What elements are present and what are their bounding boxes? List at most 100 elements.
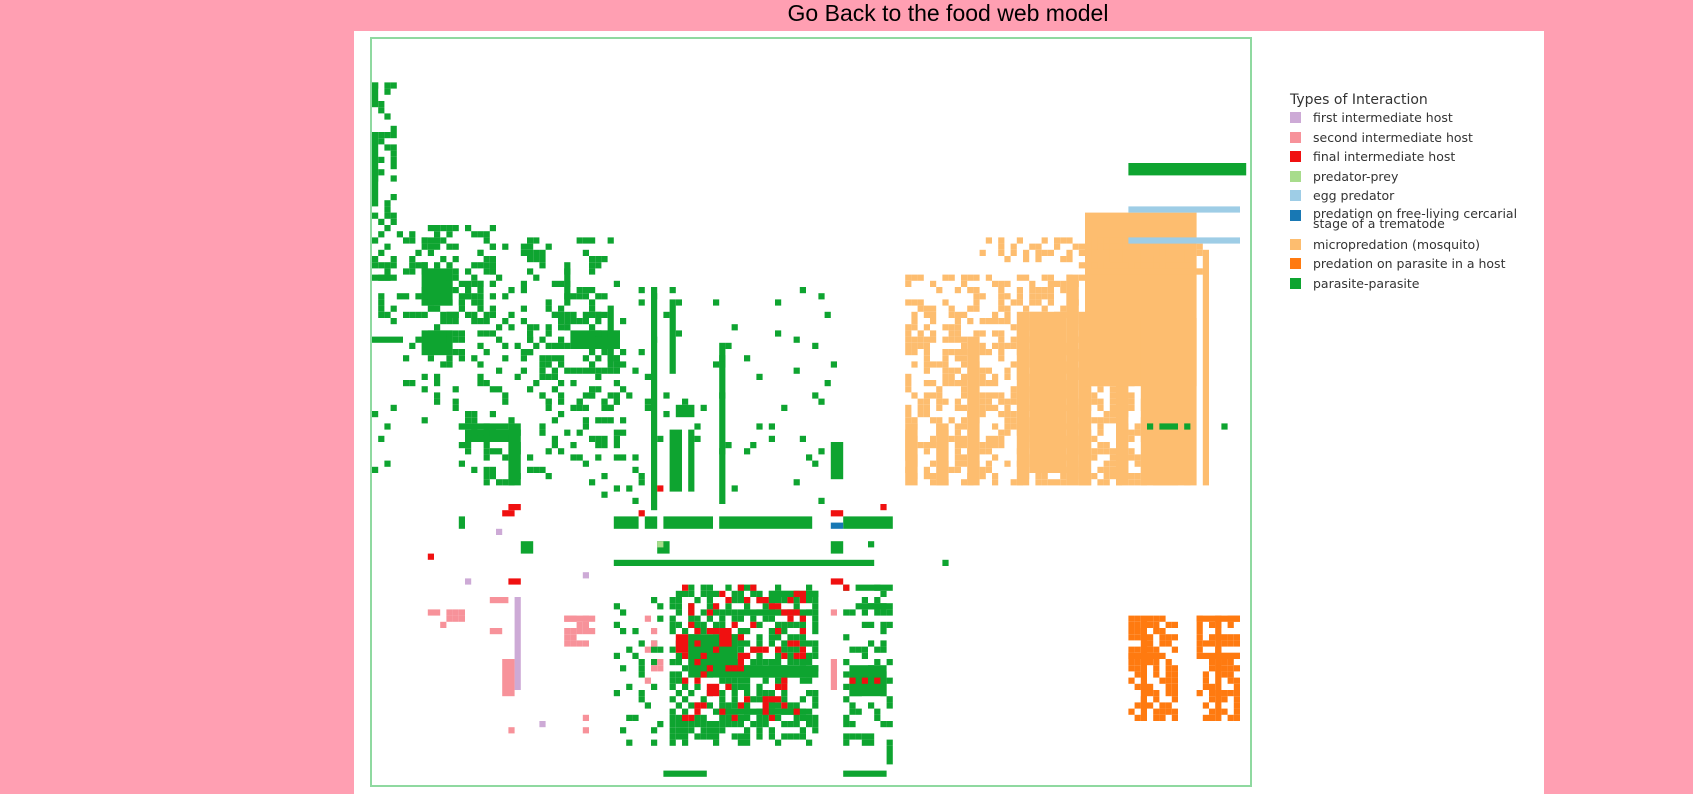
- cell-predation-on-parasite-in-host: [1128, 634, 1135, 641]
- cell-parasite-parasite: [669, 733, 676, 740]
- cell-parasite-parasite: [868, 541, 875, 548]
- cell-micropredation-mosquito: [973, 305, 980, 312]
- cell-parasite-parasite: [409, 262, 416, 269]
- cell-parasite-parasite: [465, 442, 472, 449]
- cell-parasite-parasite: [477, 361, 484, 368]
- cell-micropredation-mosquito: [1097, 466, 1104, 473]
- cell-micropredation-mosquito: [961, 274, 968, 281]
- cell-parasite-parasite: [886, 702, 893, 709]
- cell-parasite-parasite: [638, 287, 645, 294]
- cell-micropredation-mosquito: [1010, 299, 1017, 306]
- cell-parasite-parasite: [496, 367, 503, 374]
- cell-parasite-parasite: [595, 435, 602, 442]
- cell-parasite-parasite: [638, 659, 645, 666]
- cell-parasite-parasite: [861, 621, 868, 628]
- cell-parasite-parasite: [533, 256, 540, 263]
- cell-parasite-parasite: [874, 597, 881, 604]
- cell-final-intermediate-host: [762, 597, 769, 604]
- cell-micropredation-mosquito: [1010, 336, 1017, 343]
- cell-micropredation-mosquito: [923, 473, 930, 480]
- cell-parasite-parasite: [694, 721, 701, 728]
- cell-parasite-parasite: [700, 621, 707, 628]
- cell-parasite-parasite: [663, 311, 670, 318]
- cell-final-intermediate-host: [657, 485, 664, 492]
- cell-predation-on-parasite-in-host: [1134, 646, 1141, 653]
- cell-parasite-parasite: [558, 448, 565, 455]
- cell-micropredation-mosquito: [1109, 411, 1116, 418]
- cell-parasite-parasite: [446, 311, 453, 318]
- cell-parasite-parasite: [465, 411, 472, 418]
- cell-predation-on-parasite-in-host: [1159, 615, 1166, 622]
- cell-parasite-parasite: [719, 721, 726, 728]
- cell-parasite-parasite: [378, 231, 385, 238]
- cell-predation-on-parasite-in-host: [1227, 640, 1234, 647]
- cell-parasite-parasite: [595, 311, 602, 318]
- cell-micropredation-mosquito: [917, 404, 924, 411]
- cell-micropredation-mosquito: [1010, 479, 1017, 486]
- cell-parasite-parasite: [768, 727, 775, 734]
- cell-parasite-parasite: [694, 615, 701, 622]
- cell-parasite-parasite: [843, 683, 850, 690]
- cell-parasite-parasite: [539, 367, 546, 374]
- cell-predation-on-parasite-in-host: [1165, 640, 1172, 647]
- cell-predation-on-parasite-in-host: [1196, 621, 1203, 628]
- back-to-food-web-link[interactable]: Go Back to the food web model: [787, 0, 1109, 26]
- cell-micropredation-mosquito: [923, 448, 930, 455]
- cell-parasite-parasite: [620, 665, 627, 672]
- cell-micropredation-mosquito: [936, 392, 943, 399]
- cell-micropredation-mosquito: [961, 479, 968, 486]
- cell-micropredation-mosquito: [985, 448, 992, 455]
- cell-second-intermediate-host: [458, 609, 465, 616]
- cell-parasite-parasite: [440, 293, 447, 300]
- cell-parasite-parasite: [558, 311, 565, 318]
- cell-parasite-parasite: [737, 677, 744, 684]
- cell-parasite-parasite: [390, 144, 397, 151]
- cell-micropredation-mosquito: [961, 404, 968, 411]
- cell-parasite-parasite: [595, 318, 602, 325]
- cell-predation-on-parasite-in-host: [1134, 702, 1141, 709]
- cell-micropredation-mosquito: [967, 274, 974, 281]
- cell-predation-on-parasite-in-host: [1233, 640, 1240, 647]
- cell-predation-on-parasite-in-host: [1165, 702, 1172, 709]
- cell-parasite-parasite: [799, 640, 806, 647]
- cell-parasite-parasite: [706, 590, 713, 597]
- cell-micropredation-mosquito: [942, 324, 949, 331]
- cell-micropredation-mosquito: [992, 442, 999, 449]
- cell-micropredation-mosquito: [1078, 262, 1085, 269]
- cell-parasite-parasite: [483, 466, 490, 473]
- cell-parasite-parasite: [669, 287, 676, 294]
- cell-parasite-parasite: [744, 690, 751, 697]
- cell-parasite-parasite: [502, 355, 509, 362]
- cell-final-intermediate-host: [775, 696, 782, 703]
- cell-micropredation-mosquito: [1072, 243, 1079, 250]
- cell-final-intermediate-host: [731, 621, 738, 628]
- cell-micropredation-mosquito: [1091, 256, 1098, 263]
- cell-parasite-parasite: [626, 646, 633, 653]
- cell-micropredation-mosquito: [985, 392, 992, 399]
- cell-parasite-parasite: [390, 163, 397, 170]
- cell-parasite-parasite: [489, 268, 496, 275]
- cell-parasite-parasite: [483, 429, 490, 436]
- cell-micropredation-mosquito: [1153, 249, 1160, 256]
- cell-parasite-parasite: [799, 733, 806, 740]
- cell-micropredation-mosquito: [1109, 243, 1116, 250]
- cell-parasite-parasite: [514, 342, 521, 349]
- cell-parasite-parasite: [682, 708, 689, 715]
- cell-micropredation-mosquito: [961, 442, 968, 449]
- cell-parasite-parasite: [427, 225, 434, 232]
- cell-parasite-parasite: [793, 479, 800, 486]
- cell-parasite-parasite: [824, 311, 831, 318]
- cell-parasite-parasite: [793, 597, 800, 604]
- cell-parasite-parasite: [638, 299, 645, 306]
- cell-micropredation-mosquito: [954, 367, 961, 374]
- cell-parasite-parasite: [669, 603, 676, 610]
- cell-parasite-parasite: [384, 311, 391, 318]
- cell-parasite-parasite: [465, 287, 472, 294]
- cell-parasite-parasite: [750, 590, 757, 597]
- cell-parasite-parasite: [700, 628, 707, 635]
- cell-parasite-parasite: [762, 721, 769, 728]
- cell-parasite-parasite: [427, 299, 434, 306]
- legend-swatch-parasite-parasite: [1290, 277, 1301, 289]
- cell-parasite-parasite: [886, 739, 893, 746]
- cell-parasite-parasite: [551, 367, 558, 374]
